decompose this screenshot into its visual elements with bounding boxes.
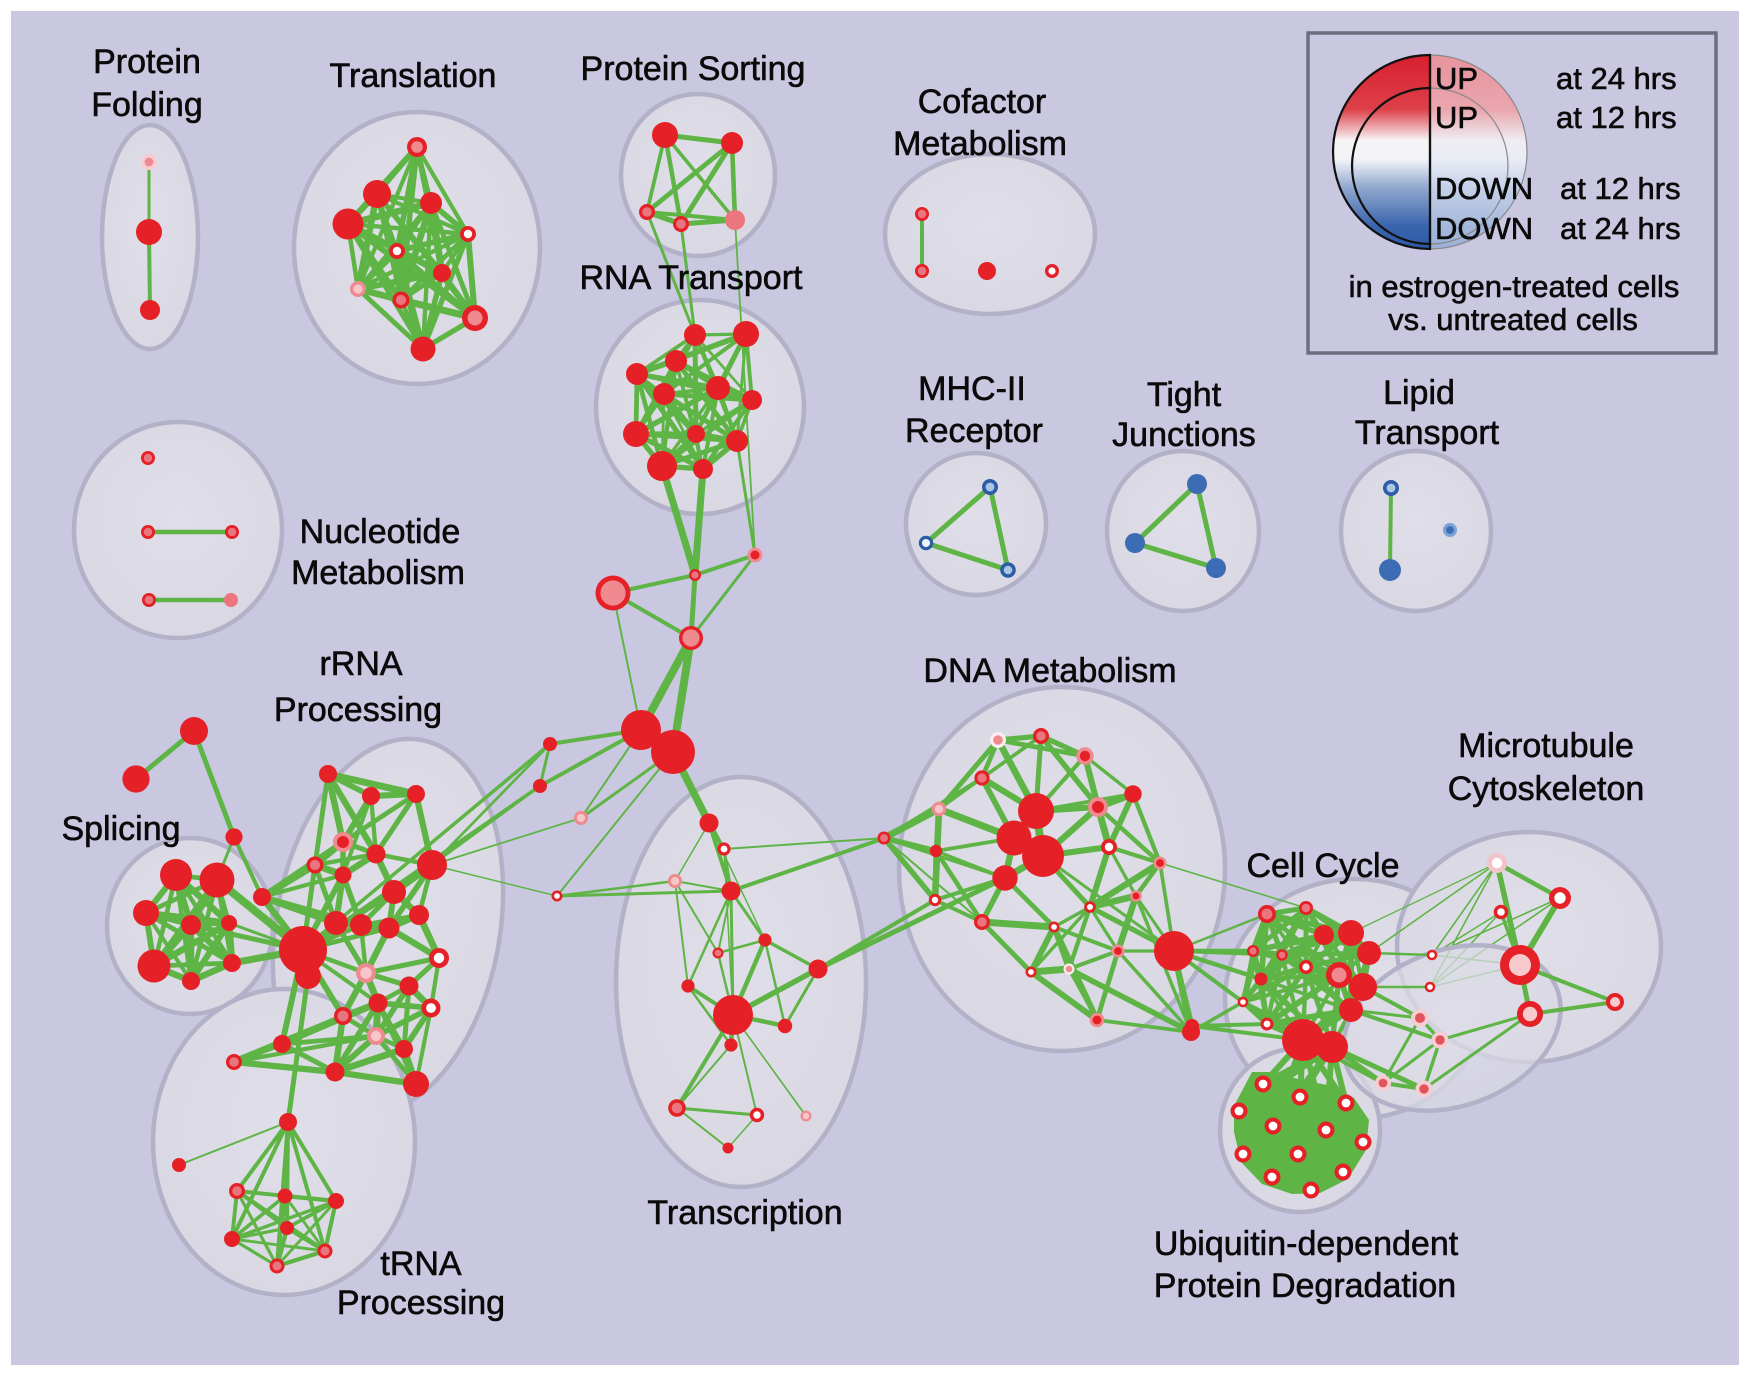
svg-text:Protein Sorting: Protein Sorting (581, 50, 806, 88)
svg-text:MHC-II: MHC-II (918, 370, 1026, 408)
svg-text:Transport: Transport (1355, 414, 1500, 452)
svg-text:RNA Transport: RNA Transport (580, 259, 804, 297)
svg-text:Metabolism: Metabolism (291, 554, 465, 592)
svg-text:UP: UP (1435, 100, 1478, 135)
svg-text:Tight: Tight (1147, 376, 1222, 414)
svg-text:Lipid: Lipid (1383, 374, 1455, 412)
svg-text:Splicing: Splicing (61, 810, 180, 848)
svg-text:DNA Metabolism: DNA Metabolism (923, 652, 1176, 690)
svg-text:Transcription: Transcription (647, 1194, 842, 1232)
svg-text:UP: UP (1435, 61, 1478, 96)
svg-text:rRNA: rRNA (319, 645, 402, 683)
svg-text:vs. untreated cells: vs. untreated cells (1388, 302, 1638, 337)
svg-text:DOWN: DOWN (1435, 211, 1533, 246)
svg-text:Metabolism: Metabolism (893, 125, 1067, 163)
svg-text:Folding: Folding (91, 86, 203, 124)
svg-text:in estrogen-treated cells: in estrogen-treated cells (1349, 269, 1680, 304)
svg-text:Cofactor: Cofactor (918, 83, 1047, 121)
svg-text:at 12 hrs: at 12 hrs (1556, 100, 1677, 135)
svg-text:Processing: Processing (274, 691, 442, 729)
svg-text:Junctions: Junctions (1112, 416, 1256, 454)
svg-text:Protein: Protein (93, 43, 201, 81)
svg-text:at 12 hrs: at 12 hrs (1560, 171, 1681, 206)
svg-text:Ubiquitin-dependent: Ubiquitin-dependent (1154, 1225, 1459, 1263)
svg-text:at 24 hrs: at 24 hrs (1560, 211, 1681, 246)
svg-text:at 24 hrs: at 24 hrs (1556, 61, 1677, 96)
svg-text:DOWN: DOWN (1435, 171, 1533, 206)
svg-text:tRNA: tRNA (380, 1245, 462, 1283)
svg-text:Protein Degradation: Protein Degradation (1154, 1267, 1456, 1305)
svg-text:Cell Cycle: Cell Cycle (1246, 847, 1399, 885)
svg-text:Nucleotide: Nucleotide (300, 513, 461, 551)
svg-text:Processing: Processing (337, 1284, 505, 1322)
svg-text:Receptor: Receptor (905, 412, 1043, 450)
svg-text:Microtubule: Microtubule (1458, 727, 1634, 765)
svg-text:Translation: Translation (330, 57, 497, 95)
svg-text:Cytoskeleton: Cytoskeleton (1448, 770, 1645, 808)
